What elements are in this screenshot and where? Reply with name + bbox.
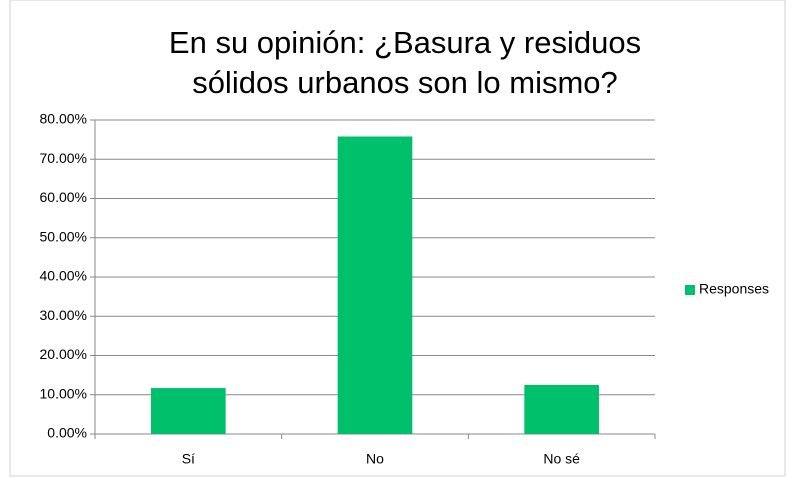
y-tick-label: 40.00%	[40, 268, 87, 284]
legend-label: Responses	[699, 281, 769, 297]
legend-swatch	[685, 285, 695, 295]
bar	[151, 388, 226, 434]
y-tick-label: 80.00%	[40, 111, 87, 127]
x-tick-label: No	[366, 451, 384, 467]
chart-title: En su opinión: ¿Basura y residuos	[169, 25, 641, 60]
y-tick-label: 70.00%	[40, 150, 87, 166]
y-tick-label: 50.00%	[40, 228, 87, 244]
x-tick-label: No sé	[543, 451, 580, 467]
bar	[337, 136, 413, 435]
y-tick-label: 60.00%	[40, 189, 87, 205]
bar	[524, 384, 599, 434]
chart-title: sólidos urbanos son lo mismo?	[192, 65, 618, 100]
y-tick-label: 10.00%	[40, 385, 87, 401]
y-tick-label: 20.00%	[40, 346, 87, 362]
y-tick-label: 30.00%	[40, 307, 87, 323]
y-tick-label: 0.00%	[47, 425, 87, 441]
x-tick-label: Sí	[182, 451, 195, 467]
